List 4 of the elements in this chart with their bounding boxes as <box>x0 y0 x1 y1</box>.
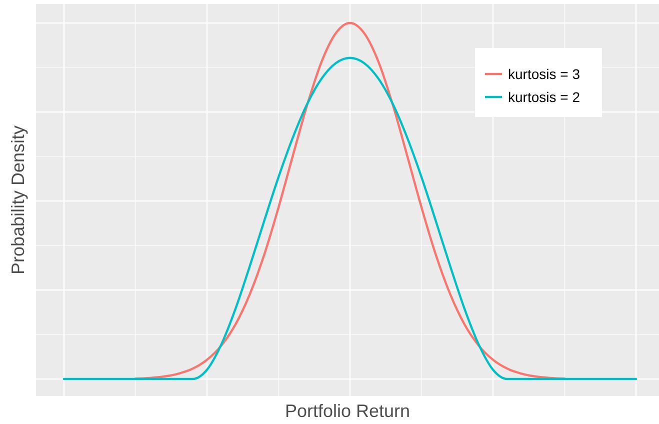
y-axis-title: Probability Density <box>8 125 28 275</box>
x-axis-title: Portfolio Return <box>284 401 410 421</box>
legend-label: kurtosis = 3 <box>508 66 580 82</box>
legend-label: kurtosis = 2 <box>508 89 580 105</box>
